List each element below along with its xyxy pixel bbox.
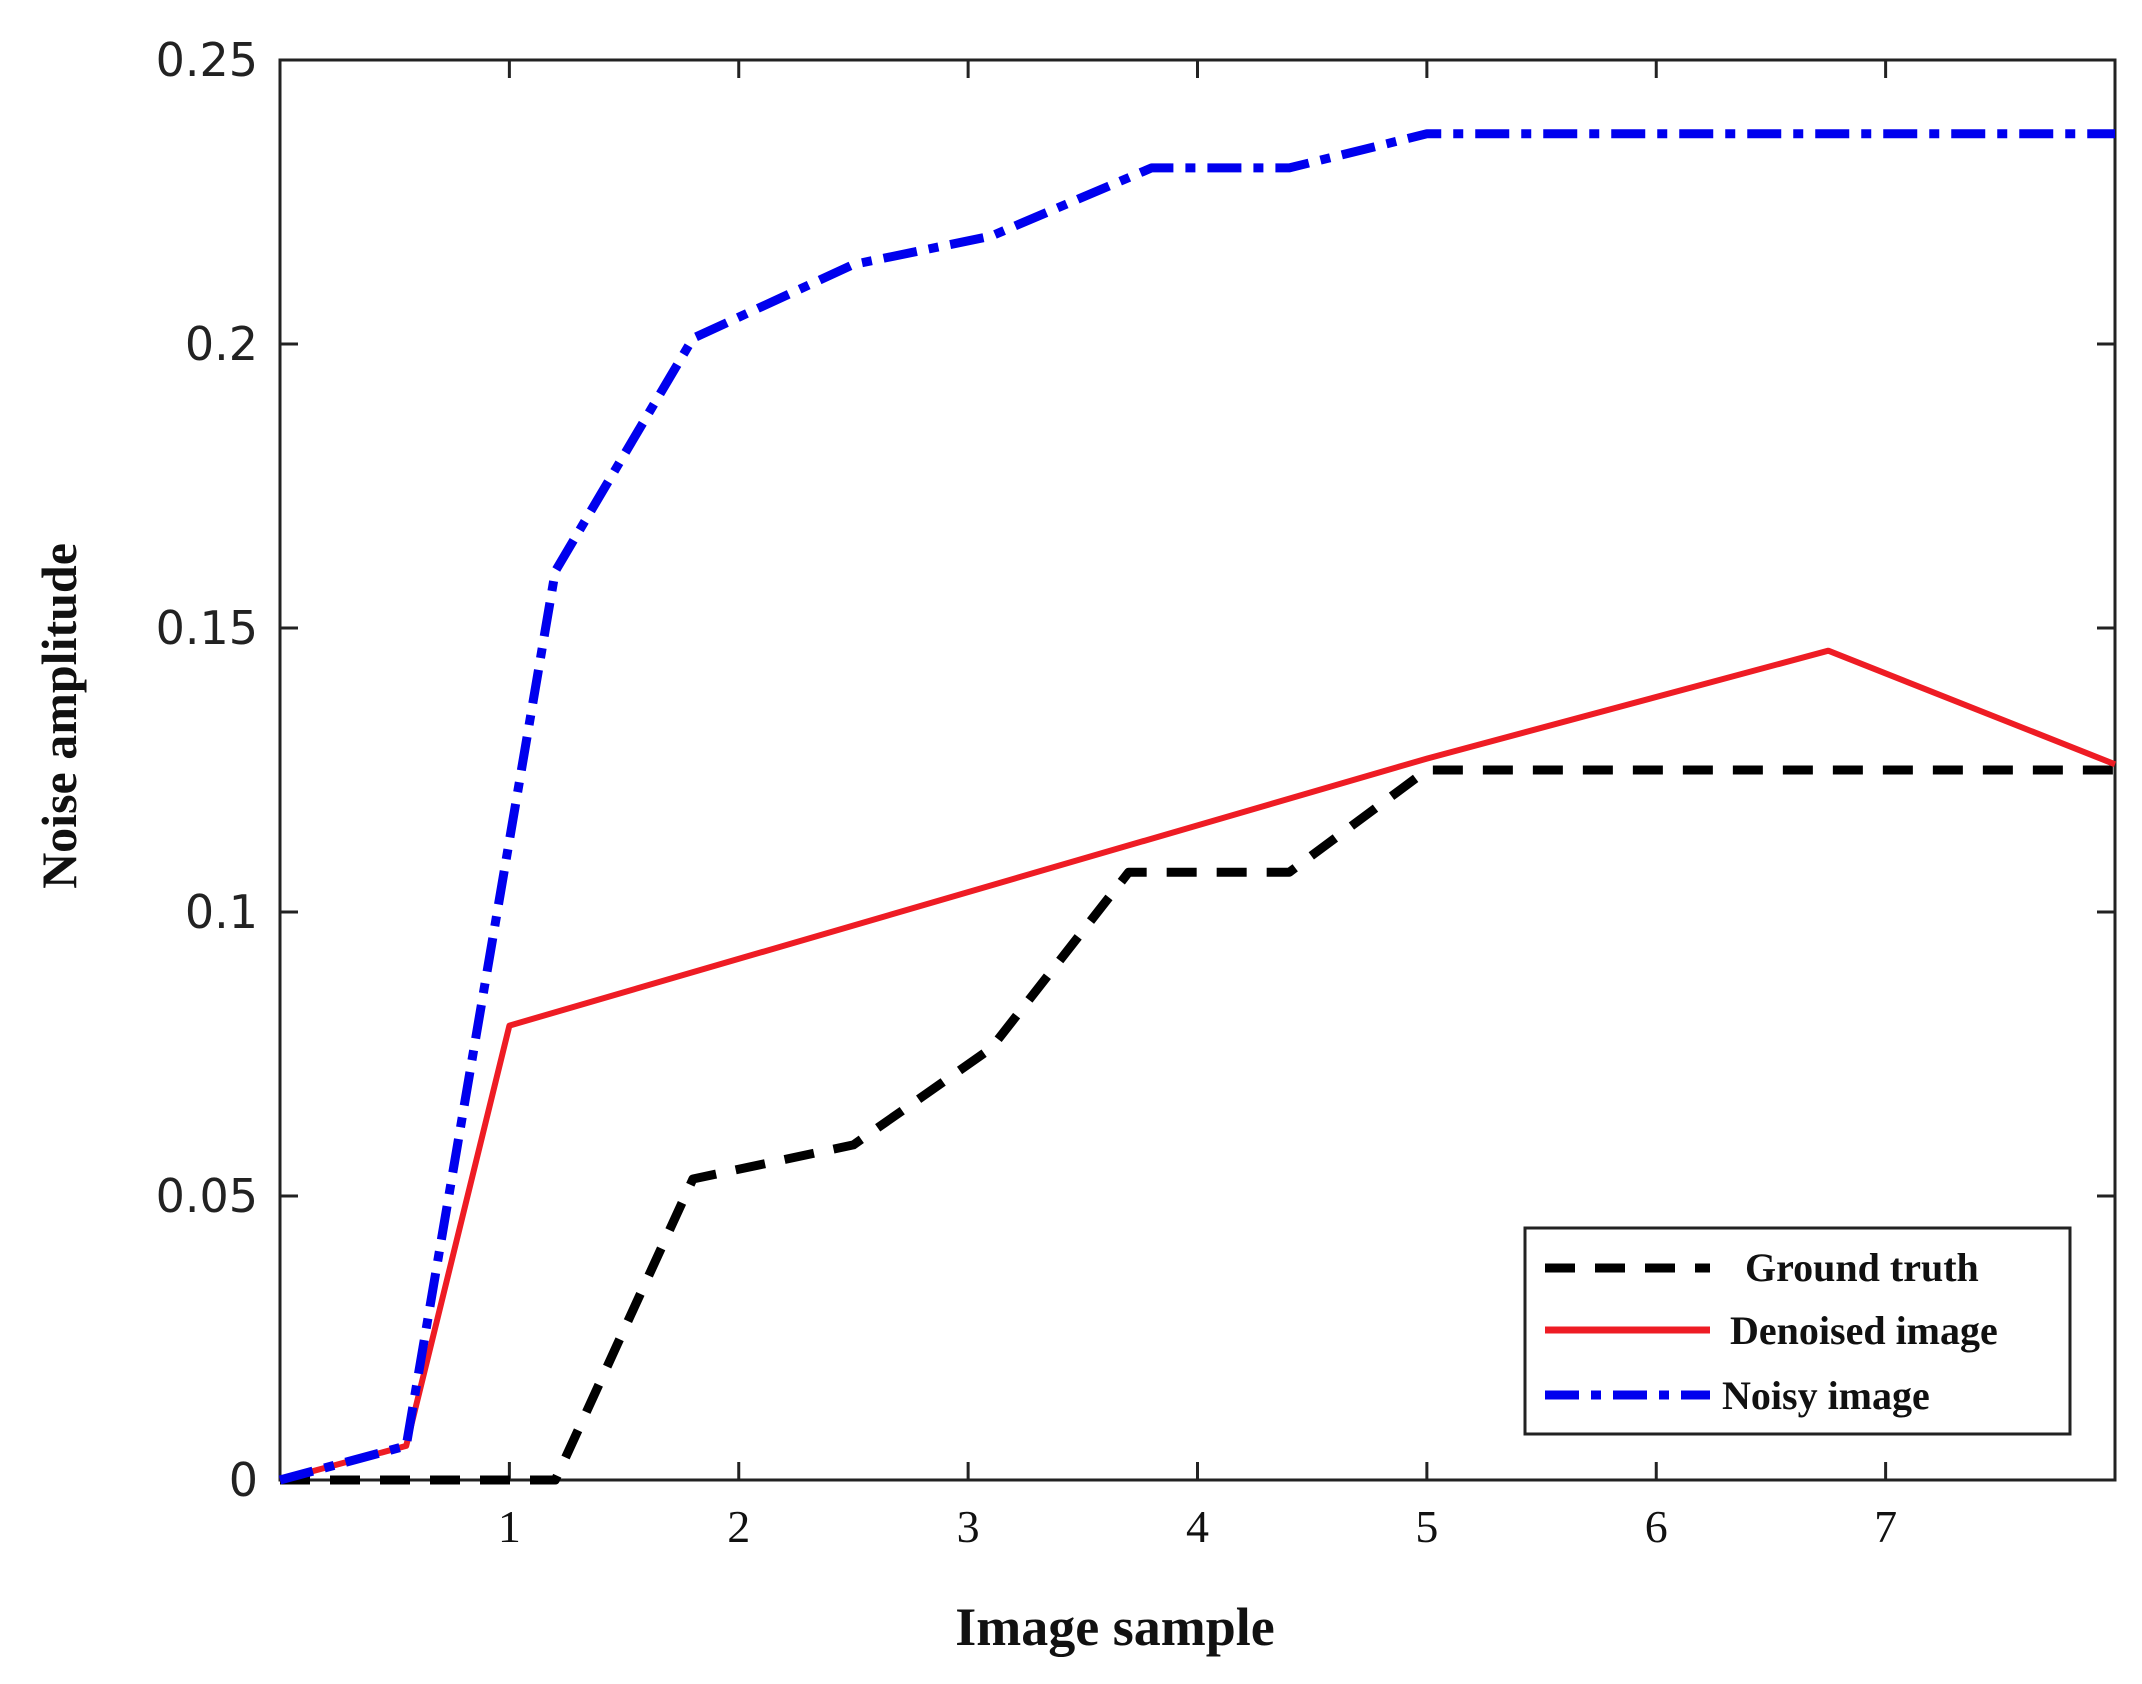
series-line-denoised-image — [279, 647, 2117, 1483]
legend-label-ground-truth: Ground truth — [1745, 1245, 1979, 1290]
y-tick-label: 0.25 — [156, 33, 258, 87]
y-tick-label: 0.15 — [156, 601, 258, 655]
x-tick-label: 3 — [957, 1501, 980, 1552]
y-tick-label: 0.05 — [156, 1169, 258, 1223]
legend-label-noisy-image: Noisy image — [1722, 1373, 1930, 1418]
y-axis-label: Noise amplitude — [31, 543, 87, 889]
y-axis-ticks: 0 0.05 0.1 0.15 0.2 0.25 — [156, 33, 2115, 1507]
legend-label-denoised-image: Denoised image — [1730, 1308, 1998, 1353]
x-tick-label: 5 — [1415, 1501, 1438, 1552]
x-tick-label: 4 — [1186, 1501, 1209, 1552]
y-tick-label: 0 — [229, 1453, 258, 1507]
series-line-noisy-image — [278, 129, 2115, 1485]
series-line-ground-truth — [280, 765, 2115, 1485]
series-layer — [278, 129, 2117, 1485]
x-axis-label: Image sample — [955, 1597, 1274, 1657]
x-axis-ticks: 1 2 3 4 5 6 7 — [498, 60, 1897, 1552]
x-tick-label: 6 — [1645, 1501, 1668, 1552]
x-tick-label: 2 — [727, 1501, 750, 1552]
x-tick-label: 1 — [498, 1501, 521, 1552]
legend: Ground truth Denoised image Noisy image — [1523, 1226, 2072, 1436]
x-tick-label: 7 — [1874, 1501, 1897, 1552]
y-tick-label: 0.2 — [185, 317, 258, 371]
y-tick-label: 0.1 — [185, 885, 258, 939]
